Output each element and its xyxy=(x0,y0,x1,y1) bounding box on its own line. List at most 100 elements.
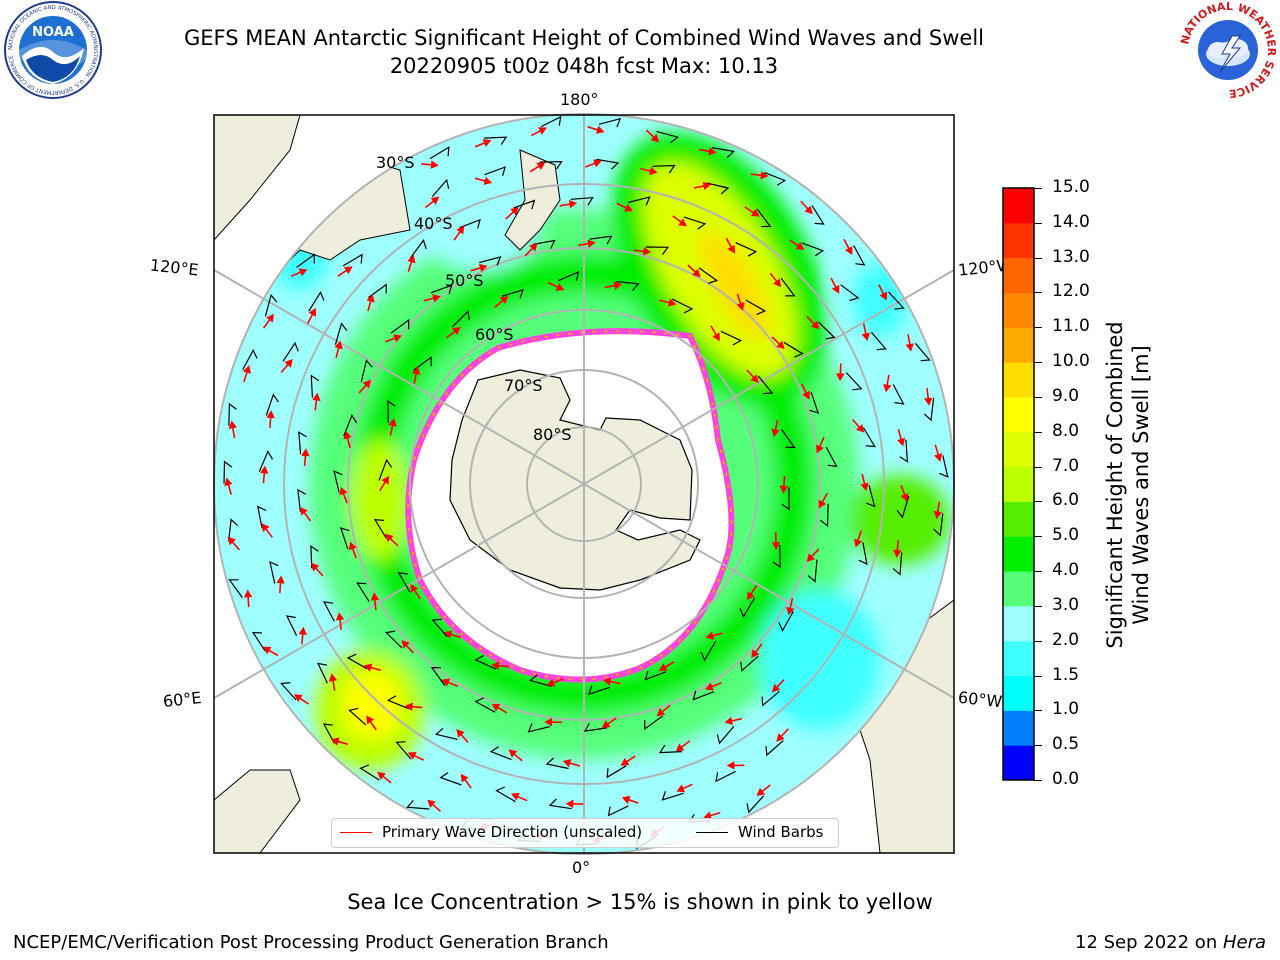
wind-barb xyxy=(348,707,367,726)
wave-direction-arrow xyxy=(633,246,652,256)
wind-barb xyxy=(772,544,781,569)
colorbar-tick-mark xyxy=(1034,745,1042,747)
wave-direction-arrow xyxy=(658,661,675,671)
wave-direction-arrow xyxy=(446,326,461,339)
wind-barb xyxy=(431,178,450,197)
wave-direction-arrow xyxy=(710,325,720,342)
lat-label-40s: 40°S xyxy=(414,214,453,233)
colorbar-tick-label: 2.0 xyxy=(1052,629,1080,650)
wind-barb xyxy=(865,484,876,508)
wave-direction-arrow xyxy=(905,334,914,352)
colorbar-tick-label: 15.0 xyxy=(1052,177,1090,197)
wave-direction-arrow xyxy=(830,277,840,294)
wind-barb xyxy=(939,455,949,478)
wave-direction-arrow xyxy=(703,811,721,820)
wave-direction-arrow xyxy=(385,334,402,343)
wind-barb xyxy=(756,208,772,228)
wave-direction-arrow xyxy=(751,643,763,659)
wind-barb xyxy=(228,402,237,426)
wave-direction-arrow xyxy=(620,755,636,766)
wave-direction-arrow xyxy=(786,597,795,616)
wind-barb xyxy=(652,164,676,174)
wave-direction-arrow xyxy=(933,501,942,520)
wave-direction-arrow xyxy=(578,239,596,248)
colorbar-tick-mark xyxy=(1034,640,1042,642)
wave-direction-arrow xyxy=(224,477,233,495)
wind-barb xyxy=(258,450,274,472)
wave-direction-arrow xyxy=(404,702,423,711)
colorbar-segment xyxy=(1003,571,1034,607)
wave-direction-arrow xyxy=(280,359,293,373)
wind-barb xyxy=(430,666,446,686)
wave-direction-arrow xyxy=(290,268,308,277)
wave-direction-arrow xyxy=(261,523,273,538)
wind-barb xyxy=(870,331,887,351)
wind-barb xyxy=(658,744,682,754)
wave-direction-arrow xyxy=(726,761,745,770)
wind-barb-legend-line xyxy=(696,832,728,833)
australia-land xyxy=(214,115,301,241)
wind-barb xyxy=(251,631,266,652)
lon-label-60e: 60°E xyxy=(162,688,203,711)
wind-barb xyxy=(413,356,432,371)
lon-label-180: 180° xyxy=(560,90,599,109)
wave-direction-arrow xyxy=(343,430,352,449)
wind-barb xyxy=(474,654,497,670)
wave-direction-arrow xyxy=(725,237,735,254)
lat-label-50s: 50°S xyxy=(445,271,484,290)
wind-barb xyxy=(308,290,325,312)
noaa-logo: NOAA NATIONAL OCEANIC AND ATMOSPHERIC AD… xyxy=(4,1,102,99)
wind-barb xyxy=(322,723,335,744)
wave-direction-arrow xyxy=(424,196,440,209)
wave-direction-arrow xyxy=(330,737,349,746)
colorbar-segment xyxy=(1003,431,1034,468)
wave-direction-arrow xyxy=(334,340,343,358)
wind-barb xyxy=(645,246,670,255)
wave-direction-arrow xyxy=(260,465,269,484)
colorbar-segment xyxy=(1003,257,1034,293)
wind-barb xyxy=(395,741,412,760)
wind-barb xyxy=(735,242,758,257)
wave-direction-arrow xyxy=(276,575,285,594)
colorbar-tick-mark xyxy=(1034,396,1042,398)
colorbar-tick-label: 0.5 xyxy=(1052,734,1080,755)
wind-barb xyxy=(545,757,569,770)
footer-date: 12 Sep 2022 on Hera xyxy=(1075,932,1266,953)
wind-barb xyxy=(386,695,409,710)
wave-direction-arrow xyxy=(861,323,870,342)
colorbar-segment xyxy=(1003,362,1034,398)
wave-direction-arrow xyxy=(559,200,578,209)
wave-direction-arrow xyxy=(621,795,639,804)
wind-barb xyxy=(840,284,860,302)
wave-direction-arrow xyxy=(883,374,892,393)
wave-direction-arrow xyxy=(379,475,390,492)
wind-barb xyxy=(825,446,838,468)
wind-barb xyxy=(888,291,905,310)
wave-direction-arrow xyxy=(699,147,717,156)
colorbar-segment xyxy=(1003,188,1034,224)
wind-barb xyxy=(339,527,350,550)
wind-barb xyxy=(434,727,458,740)
wind-barb xyxy=(360,359,373,382)
wind-barb xyxy=(892,552,903,576)
colorbar-tick-mark xyxy=(1034,675,1042,677)
wind-barb xyxy=(757,375,774,395)
colorbar-tick-label: 3.0 xyxy=(1052,594,1080,615)
wave-direction-arrow xyxy=(779,475,789,494)
wind-barb xyxy=(265,393,279,416)
wind-barb xyxy=(280,682,297,701)
wind-barb xyxy=(529,674,552,687)
wind-barb xyxy=(746,795,765,814)
antarctica-land xyxy=(449,369,701,591)
wave-direction-arrow xyxy=(601,717,617,729)
wind-barb xyxy=(390,319,410,334)
wind-barb xyxy=(899,439,909,463)
colorbar-tick-label: 1.0 xyxy=(1052,699,1080,720)
wind-barb xyxy=(853,245,866,266)
footer-host: Hera xyxy=(1222,932,1266,953)
wind-barb xyxy=(820,503,829,527)
chart-title: GEFS MEAN Antarctic Significant Height o… xyxy=(183,26,985,50)
wave-direction-arrow xyxy=(443,630,461,639)
wave-direction-arrow xyxy=(854,530,863,548)
wind-barb xyxy=(296,253,315,268)
